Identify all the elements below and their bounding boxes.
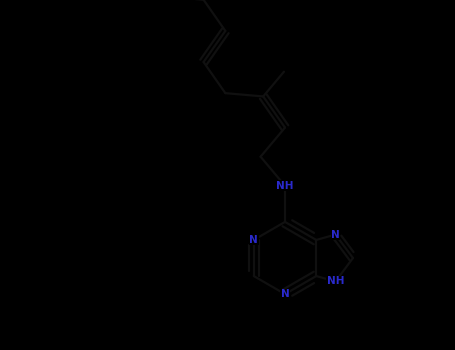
Text: N: N xyxy=(331,230,340,239)
Text: NH: NH xyxy=(276,181,294,191)
Text: N: N xyxy=(281,289,289,299)
Text: NH: NH xyxy=(327,276,344,286)
Text: N: N xyxy=(249,235,258,245)
